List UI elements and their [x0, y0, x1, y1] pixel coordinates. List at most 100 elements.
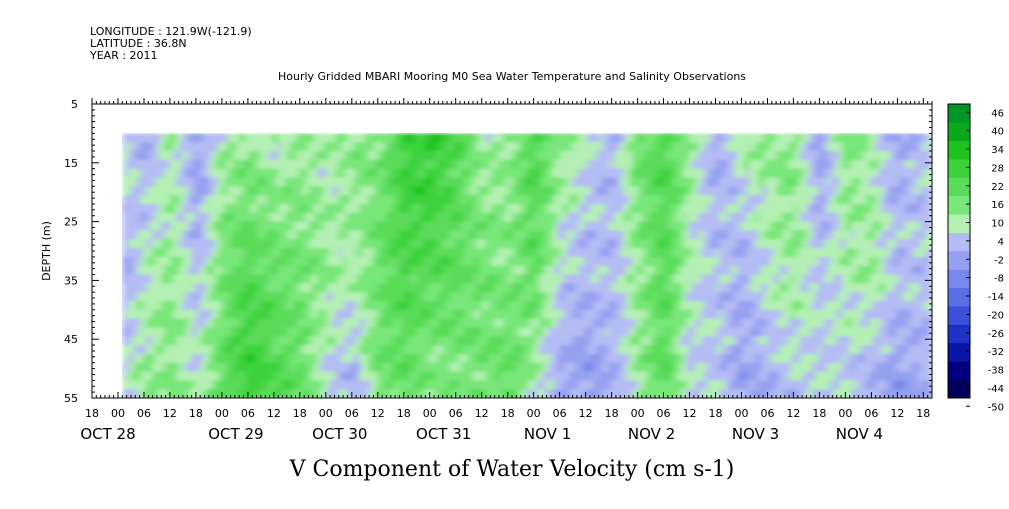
heatmap-cell [608, 265, 612, 276]
heatmap-cell [479, 177, 483, 187]
heatmap-cell [611, 151, 615, 161]
heatmap-cell [275, 204, 279, 214]
heatmap-cell [584, 353, 588, 364]
heatmap-cell [587, 371, 591, 381]
heatmap-cell [362, 274, 366, 284]
heatmap-cell [200, 353, 204, 364]
heatmap-cell [554, 301, 558, 311]
heatmap-cell [530, 345, 534, 355]
heatmap-cell [578, 221, 582, 231]
heatmap-cell [374, 230, 378, 240]
heatmap-cell [368, 212, 372, 223]
heatmap-cell [566, 151, 570, 161]
heatmap-cell [341, 256, 345, 267]
heatmap-cell [269, 301, 273, 311]
heatmap-cell [191, 336, 195, 346]
heatmap-cell [410, 256, 414, 267]
heatmap-cell [575, 336, 579, 346]
heatmap-cell [221, 301, 225, 311]
heatmap-cell [284, 256, 288, 267]
heatmap-cell [194, 318, 198, 328]
heatmap-cell [398, 292, 402, 302]
heatmap-cell [329, 283, 333, 293]
heatmap-cell [506, 362, 510, 373]
heatmap-cell [266, 133, 270, 143]
heatmap-cell [386, 142, 390, 152]
heatmap-cell [449, 177, 453, 187]
heatmap-cell [185, 336, 189, 346]
heatmap-cell [515, 256, 519, 267]
heatmap-cell [416, 371, 420, 381]
heatmap-cell [122, 362, 126, 373]
heatmap-cell [473, 283, 477, 293]
heatmap-cell [524, 301, 528, 311]
heatmap-cell [137, 336, 141, 346]
heatmap-cell [203, 230, 207, 240]
heatmap-cell [149, 345, 153, 355]
heatmap-cell [254, 301, 258, 311]
heatmap-cell [230, 256, 234, 267]
heatmap-cell [578, 186, 582, 196]
heatmap-cell [167, 230, 171, 240]
heatmap-cell [551, 204, 555, 214]
heatmap-cell [122, 389, 126, 398]
heatmap-cell [245, 301, 249, 311]
heatmap-cell [440, 380, 444, 390]
heatmap-cell [311, 362, 315, 373]
heatmap-cell [563, 204, 567, 214]
heatmap-cell [350, 142, 354, 152]
heatmap-cell [281, 327, 285, 337]
heatmap-cell [599, 186, 603, 196]
heatmap-cell [419, 177, 423, 187]
heatmap-cell [278, 221, 282, 231]
heatmap-cell [527, 212, 531, 223]
heatmap-cell [467, 362, 471, 373]
heatmap-cell [122, 336, 126, 346]
heatmap-cell [467, 151, 471, 161]
heatmap-cell [245, 274, 249, 284]
heatmap-cell [188, 230, 192, 240]
heatmap-cell [407, 168, 411, 179]
heatmap-cell [533, 221, 537, 231]
heatmap-cell [290, 248, 294, 258]
heatmap-cell [239, 168, 243, 179]
heatmap-cell [266, 380, 270, 390]
heatmap-cell [575, 301, 579, 311]
heatmap-cell [467, 168, 471, 179]
heatmap-cell [464, 318, 468, 328]
heatmap-cell [455, 353, 459, 364]
heatmap-cell [524, 274, 528, 284]
heatmap-cell [350, 292, 354, 302]
heatmap-cell [365, 274, 369, 284]
heatmap-cell [212, 230, 216, 240]
heatmap-cell [506, 371, 510, 381]
heatmap-cell [509, 301, 513, 311]
heatmap-cell [182, 309, 186, 320]
heatmap-cell [437, 362, 441, 373]
heatmap-cell [266, 159, 270, 170]
heatmap-cell [362, 221, 366, 231]
heatmap-cell [362, 353, 366, 364]
heatmap-cell [293, 265, 297, 276]
heatmap-cell [569, 159, 573, 170]
heatmap-cell [293, 186, 297, 196]
heatmap-cell [545, 327, 549, 337]
heatmap-cell [425, 283, 429, 293]
heatmap-cell [470, 265, 474, 276]
heatmap-cell [299, 336, 303, 346]
heatmap-cell [290, 177, 294, 187]
heatmap-cell [410, 212, 414, 223]
heatmap-cell [293, 168, 297, 179]
heatmap-cell [587, 345, 591, 355]
heatmap-cell [200, 133, 204, 143]
heatmap-cell [407, 221, 411, 231]
heatmap-cell [602, 133, 606, 143]
heatmap-cell [263, 230, 267, 240]
heatmap-cell [392, 230, 396, 240]
heatmap-cell [578, 327, 582, 337]
heatmap-cell [401, 283, 405, 293]
heatmap-cell [266, 318, 270, 328]
heatmap-cell [155, 318, 159, 328]
heatmap-cell [278, 274, 282, 284]
